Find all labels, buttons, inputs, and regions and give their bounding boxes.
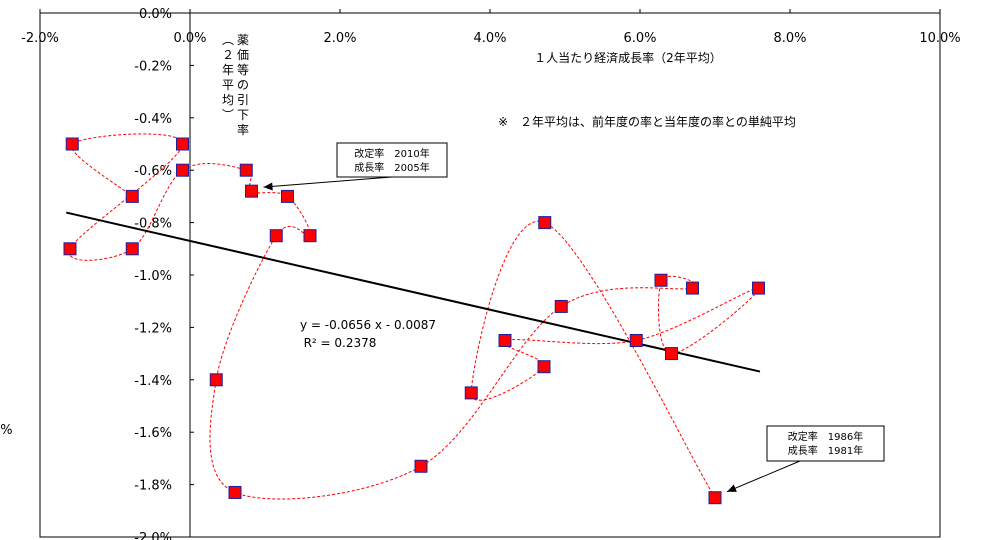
y-axis-title-char: の: [237, 78, 249, 92]
y-tick-label: -1.6%: [134, 426, 172, 441]
y-axis-title-char: 価: [237, 48, 249, 62]
data-point-marker: [554, 299, 568, 313]
trend-r2: R² = 0.2378: [304, 336, 377, 350]
data-point-marker: [708, 491, 722, 505]
trend-equation: y = -0.0656 x - 0.0087: [300, 318, 436, 332]
data-point-marker: [686, 281, 699, 295]
sequence-path: [68, 133, 760, 500]
callout-text: 改定率 2010年: [354, 147, 429, 160]
callout-box: [336, 142, 448, 178]
x-tick-label: 2.0%: [323, 31, 356, 46]
y-tick-label: -1.8%: [134, 479, 172, 494]
data-point-marker: [654, 273, 668, 287]
y-axis-title-char: 平: [222, 78, 234, 92]
callout-text: 成長率 2005年: [354, 161, 429, 174]
data-point-marker: [209, 373, 223, 387]
y-tick-label: -1.4%: [134, 374, 172, 389]
data-point-marker: [176, 137, 189, 151]
y-tick-label: -0.8%: [134, 217, 172, 232]
y-axis-title-char: ︶: [222, 108, 234, 122]
x-tick-label: 0.0%: [173, 31, 206, 46]
callout-text: 改定率 1986年: [788, 430, 863, 443]
data-point-marker: [303, 229, 317, 243]
data-point-marker: [752, 281, 765, 295]
tick-labels: -2.0% 0.0% 2.0% 4.0% 6.0% 8.0% 10.0%0.0%-0.2%-…: [0, 7, 961, 540]
x-tick-label: 4.0%: [473, 31, 506, 46]
x-axis-title: １人当たり経済成長率（2年平均）: [534, 50, 722, 65]
data-point-marker: [125, 242, 139, 256]
data-point-marker: [629, 334, 643, 347]
x-tick-label: -2.0%: [21, 31, 59, 46]
data-point-marker: [228, 485, 242, 499]
sequence-curve: [68, 133, 760, 500]
y-axis-title-char: 引: [237, 93, 249, 107]
data-point-marker: [63, 242, 77, 256]
left-edge-tick: 0%: [0, 423, 13, 438]
y-tick-label: -2.0%: [134, 531, 172, 540]
y-tick-label: -0.6%: [134, 164, 172, 179]
data-point-marker: [269, 229, 283, 243]
y-tick-label: -0.4%: [134, 112, 172, 127]
data-point-marker: [538, 216, 552, 230]
y-tick-label: -1.2%: [134, 321, 172, 336]
callout-text: 成長率 1981年: [788, 444, 863, 457]
callout-leader: [263, 176, 393, 188]
data-point-marker: [464, 386, 478, 400]
data-point-marker: [65, 137, 79, 151]
x-tick-label: 10.0%: [919, 31, 960, 46]
y-axis-title-char: 薬: [237, 33, 249, 47]
data-point-marker: [239, 163, 253, 177]
trendline-group: [66, 211, 761, 373]
data-point-marker: [537, 360, 551, 374]
data-point-marker: [498, 334, 512, 347]
y-axis-title-char: 下: [237, 108, 249, 122]
data-point-marker: [414, 459, 428, 473]
data-points: [63, 137, 765, 505]
y-axis-title-char: 年: [222, 63, 234, 77]
data-point-marker: [125, 189, 139, 203]
y-tick-label: 0.0%: [139, 7, 172, 22]
data-point-marker: [665, 347, 678, 361]
data-point-marker: [176, 163, 189, 177]
callout-leader: [726, 460, 801, 493]
data-point-marker: [245, 184, 258, 198]
x-tick-label: 8.0%: [773, 31, 806, 46]
y-tick-label: -0.2%: [134, 59, 172, 74]
data-point-marker: [281, 189, 294, 203]
callout-arrowhead: [727, 484, 737, 492]
y-axis-title-char: 率: [237, 122, 249, 137]
trendline: [66, 211, 761, 373]
y-axis-title-char: ２: [222, 48, 234, 62]
y-axis-title-char: 等: [237, 63, 249, 77]
callout-box: [766, 425, 885, 462]
y-axis-title-char: 均: [222, 93, 234, 107]
y-tick-label: -1.0%: [134, 269, 172, 284]
x-tick-label: 6.0%: [623, 31, 656, 46]
note-text: ※ ２年平均は、前年度の率と当年度の率との単純平均: [498, 114, 796, 129]
y-axis-title-char: ︵: [222, 33, 234, 47]
callout-arrowhead: [263, 182, 273, 191]
